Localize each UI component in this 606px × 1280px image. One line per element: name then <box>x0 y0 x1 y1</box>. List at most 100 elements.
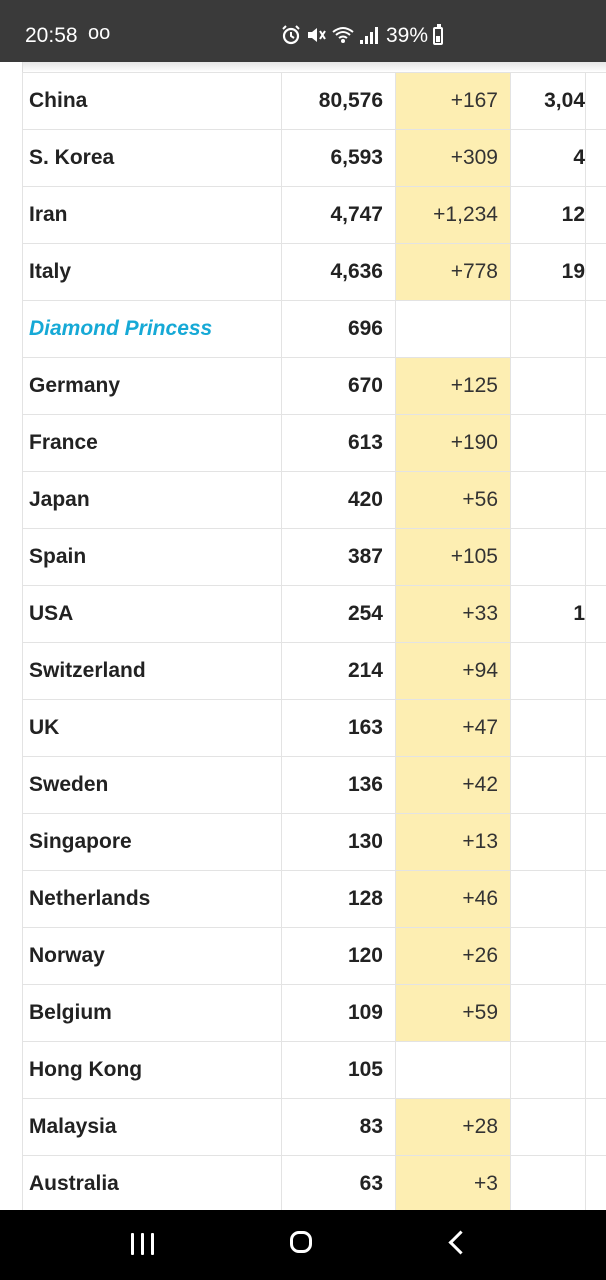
country-name: Italy <box>22 243 282 301</box>
total-deaths <box>510 357 586 415</box>
country-name: Netherlands <box>22 870 282 928</box>
truncated-column <box>585 756 606 814</box>
battery-icon <box>433 24 443 45</box>
truncated-column <box>585 357 606 415</box>
country-name: Spain <box>22 528 282 586</box>
country-name: France <box>22 414 282 472</box>
new-cases: +33 <box>395 585 511 643</box>
home-icon[interactable] <box>290 1231 312 1253</box>
table-row: Netherlands 128 +46 <box>22 870 606 928</box>
total-deaths <box>510 699 586 757</box>
table-row: Australia 63 +3 <box>22 1155 606 1210</box>
truncated-column <box>585 300 606 358</box>
truncated-column <box>585 585 606 643</box>
country-link[interactable]: Diamond Princess <box>22 300 282 358</box>
table-row: Hong Kong 105 <box>22 1041 606 1099</box>
table-row: USA 254 +33 1 <box>22 585 606 643</box>
country-name: S. Korea <box>22 129 282 187</box>
total-cases: 6,593 <box>281 129 396 187</box>
wifi-icon <box>332 27 354 43</box>
total-cases: 214 <box>281 642 396 700</box>
country-name: Belgium <box>22 984 282 1042</box>
total-cases: 696 <box>281 300 396 358</box>
table-row: Japan 420 +56 <box>22 471 606 529</box>
new-cases: +125 <box>395 357 511 415</box>
table-row: China 80,576 +167 3,04 <box>22 72 606 130</box>
total-cases: 4,636 <box>281 243 396 301</box>
total-deaths <box>510 756 586 814</box>
total-cases: 387 <box>281 528 396 586</box>
table-row: Germany 670 +125 <box>22 357 606 415</box>
covid-cases-table-container[interactable]: China 80,576 +167 3,04 S. Korea 6,593 +309 4 Ira… <box>0 62 606 1210</box>
table-row: S. Korea 6,593 +309 4 <box>22 129 606 187</box>
total-cases: 63 <box>281 1155 396 1210</box>
new-cases: +3 <box>395 1155 511 1210</box>
country-name: Malaysia <box>22 1098 282 1156</box>
total-cases: 136 <box>281 756 396 814</box>
country-name: Japan <box>22 471 282 529</box>
total-cases: 109 <box>281 984 396 1042</box>
truncated-column <box>585 699 606 757</box>
truncated-column <box>585 129 606 187</box>
truncated-column <box>585 927 606 985</box>
table-header-edge <box>22 62 606 72</box>
total-cases: 613 <box>281 414 396 472</box>
new-cases: +167 <box>395 72 511 130</box>
total-cases: 120 <box>281 927 396 985</box>
total-deaths: 4 <box>510 129 586 187</box>
battery-percent: 39% <box>386 24 429 47</box>
country-name: Switzerland <box>22 642 282 700</box>
country-name: Iran <box>22 186 282 244</box>
country-name: Sweden <box>22 756 282 814</box>
truncated-column <box>585 1098 606 1156</box>
total-deaths <box>510 414 586 472</box>
total-deaths: 19 <box>510 243 586 301</box>
new-cases: +778 <box>395 243 511 301</box>
table-row: Italy 4,636 +778 19 <box>22 243 606 301</box>
truncated-column <box>585 414 606 472</box>
truncated-column <box>585 642 606 700</box>
cases-table: China 80,576 +167 3,04 S. Korea 6,593 +309 4 Ira… <box>22 72 606 1210</box>
total-cases: 4,747 <box>281 186 396 244</box>
total-cases: 163 <box>281 699 396 757</box>
new-cases: +26 <box>395 927 511 985</box>
table-row: Iran 4,747 +1,234 12 <box>22 186 606 244</box>
total-deaths <box>510 471 586 529</box>
table-row: Sweden 136 +42 <box>22 756 606 814</box>
country-name: Germany <box>22 357 282 415</box>
total-deaths <box>510 813 586 871</box>
total-deaths <box>510 1041 586 1099</box>
country-name: Singapore <box>22 813 282 871</box>
mute-icon <box>308 28 326 42</box>
total-deaths <box>510 300 586 358</box>
status-time: 20:58 <box>25 24 78 47</box>
truncated-column <box>585 813 606 871</box>
total-cases: 83 <box>281 1098 396 1156</box>
voicemail-icon: oo <box>88 22 111 44</box>
total-deaths <box>510 1098 586 1156</box>
navigation-bar <box>0 1210 606 1280</box>
table-row: Malaysia 83 +28 <box>22 1098 606 1156</box>
alarm-icon <box>282 25 300 45</box>
table-row: France 613 +190 <box>22 414 606 472</box>
new-cases: +42 <box>395 756 511 814</box>
total-deaths <box>510 642 586 700</box>
back-icon[interactable] <box>448 1230 473 1255</box>
table-row: Switzerland 214 +94 <box>22 642 606 700</box>
truncated-column <box>585 1155 606 1210</box>
recent-apps-icon[interactable] <box>131 1233 157 1255</box>
status-bar: 20:58 oo 39% <box>0 0 606 62</box>
table-row: Norway 120 +26 <box>22 927 606 985</box>
new-cases: +56 <box>395 471 511 529</box>
new-cases: +28 <box>395 1098 511 1156</box>
signal-icon <box>360 27 378 44</box>
truncated-column <box>585 243 606 301</box>
total-deaths <box>510 1155 586 1210</box>
new-cases <box>395 1041 511 1099</box>
total-cases: 254 <box>281 585 396 643</box>
total-cases: 130 <box>281 813 396 871</box>
new-cases: +309 <box>395 129 511 187</box>
total-deaths <box>510 870 586 928</box>
country-name: Australia <box>22 1155 282 1210</box>
total-cases: 128 <box>281 870 396 928</box>
